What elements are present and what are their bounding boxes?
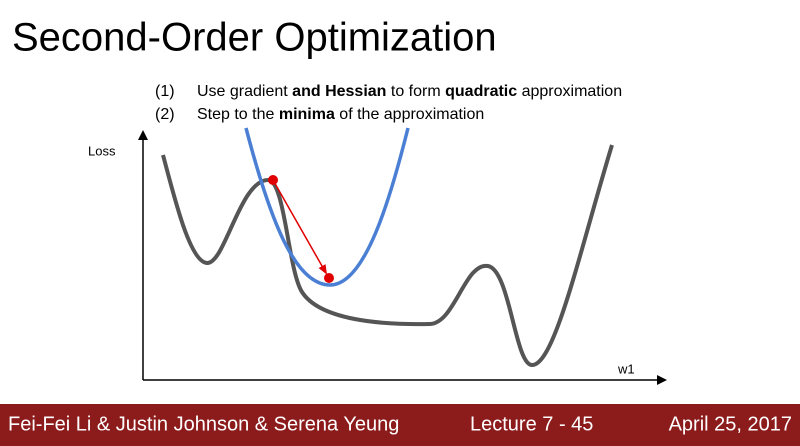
quadratic-approximation [244, 127, 410, 287]
slide-title: Second-Order Optimization [12, 16, 497, 60]
axis-label: Loss [88, 143, 116, 158]
start-point [268, 175, 278, 185]
axis-label: w1 [617, 361, 635, 376]
text-bold: quadratic [445, 83, 517, 100]
footer-lecture: Lecture 7 - 45 [470, 413, 593, 435]
list-item: Step to the minima of the approximation [197, 106, 484, 123]
footer-bar [0, 404, 800, 446]
loss-curve [161, 144, 614, 368]
footer-authors: Fei-Fei Li & Justin Johnson & Serena Yeu… [8, 413, 399, 435]
text: Step to the [197, 106, 279, 123]
text: Use gradient [197, 83, 292, 100]
end-point [324, 273, 334, 283]
text-bold: and Hessian [292, 83, 386, 100]
text: to form [386, 83, 445, 100]
list-number: (1) [155, 83, 175, 100]
text: of the approximation [335, 106, 484, 123]
text-bold: minima [279, 106, 335, 123]
footer-date: April 25, 2017 [669, 413, 792, 435]
list-number: (2) [155, 106, 175, 123]
step-arrow [272, 179, 327, 275]
text: approximation [517, 83, 622, 100]
list-item: Use gradient and Hessian to form quadrat… [197, 83, 622, 100]
